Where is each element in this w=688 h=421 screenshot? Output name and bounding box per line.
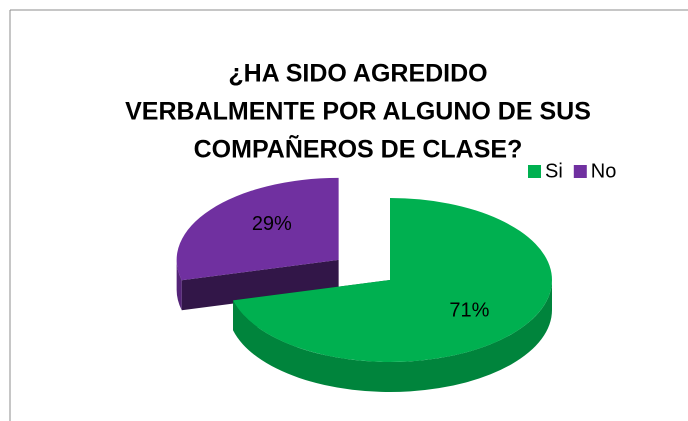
slice-side [233,280,552,393]
data-label: 29% [252,213,292,235]
slice [176,177,339,281]
pie: 29% 71% [176,177,552,393]
slice [233,198,552,362]
legend-label: Si [545,160,563,182]
slice-face [181,259,339,311]
legend-label: No [591,160,617,182]
slice-side [176,259,182,311]
chart-title: COMPAÑEROS DE CLASE? [194,134,523,164]
chart-title: VERBALMENTE POR ALGUNO DE SUS [125,98,591,126]
legend-swatch [528,165,541,178]
chart-title: ¿HA SIDO AGREDIDO [228,60,487,88]
legend-swatch [573,165,587,178]
data-label: 71% [449,299,489,321]
